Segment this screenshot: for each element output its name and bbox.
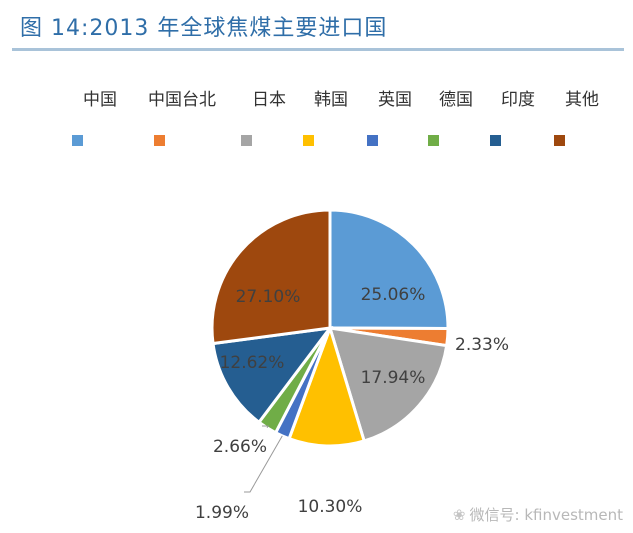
leader-line-4 [244,435,283,493]
legend-label-6: 印度 [501,90,535,110]
legend-label-4: 英国 [378,90,412,110]
data-labels: 25.06% 2.33% 17.94% 10.30% 1.99% 2.66% 12.62% 2… [195,285,509,523]
data-label-5: 2.66% [213,437,267,457]
legend-label-5: 德国 [439,90,473,110]
legend-label-1: 中国台北 [148,90,216,110]
data-label-1: 2.33% [455,335,509,355]
legend-swatch-5 [428,135,439,146]
legend-swatch-4 [367,135,378,146]
legend-swatch-2 [241,135,252,146]
chart-title: 图 14:2013 年全球焦煤主要进口国 [20,16,388,41]
pie-slice-2 [327,326,449,443]
data-label-4: 1.99% [195,503,249,523]
legend-label-0: 中国 [83,90,117,110]
legend-swatch-3 [303,135,314,146]
legend-label-3: 韩国 [314,90,348,110]
wechat-icon: ❀ [452,506,466,524]
legend-swatch-6 [490,135,501,146]
legend-swatch-1 [154,135,165,146]
legend-label-2: 日本 [252,90,286,110]
data-label-2: 17.94% [361,368,426,388]
watermark: ❀ 微信号: kfinvestment [453,504,623,525]
leader-line-5 [262,425,269,429]
data-label-7: 27.10% [236,287,301,307]
data-label-0: 25.06% [361,285,426,305]
data-label-6: 12.62% [220,353,285,373]
legend-label-7: 其他 [565,90,599,110]
pie-slice-0 [328,208,450,330]
leader-lines [244,425,283,493]
data-label-3: 10.30% [298,497,363,517]
watermark-text: 微信号: kfinvestment [469,506,624,524]
pie-slice-7 [210,208,332,346]
legend-swatch-0 [72,135,83,146]
pie-slices [210,208,450,448]
pie-slice-6 [211,326,334,425]
legend: 中国 中国台北 日本 韩国 英国 德国 印度 其他 [72,90,599,146]
title-divider [12,48,624,51]
legend-swatch-7 [554,135,565,146]
